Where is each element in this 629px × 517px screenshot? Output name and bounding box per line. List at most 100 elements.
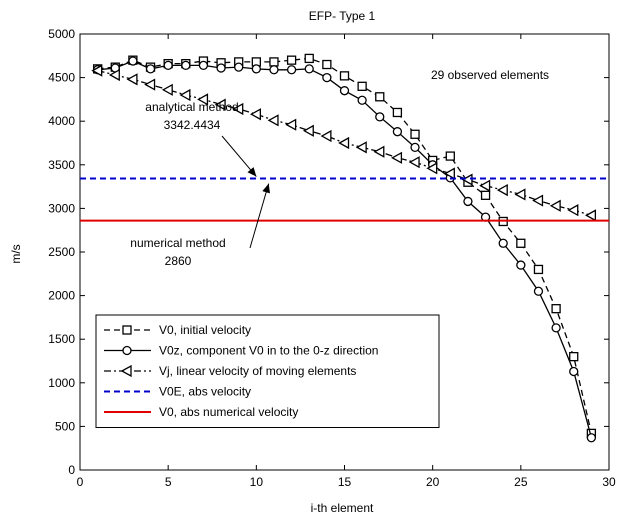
- data-point: [498, 238, 508, 248]
- data-point: [357, 95, 367, 105]
- data-point: [586, 433, 597, 443]
- numerical-method-value: 2860: [165, 254, 192, 268]
- y-tick-label: 4500: [48, 71, 75, 85]
- data-point: [408, 156, 420, 169]
- data-point: [339, 86, 350, 96]
- data-point: [569, 366, 579, 377]
- series-2: [91, 64, 597, 222]
- legend: V0, initial velocity V0z, component V0 in…: [95, 314, 440, 428]
- legend-label: V0, initial velocity: [159, 323, 251, 337]
- data-point: [285, 118, 297, 131]
- chart-title: EFP- Type 1: [309, 9, 376, 23]
- data-point: [516, 260, 526, 270]
- x-tick-label: 20: [426, 475, 440, 489]
- data-point: [163, 60, 173, 71]
- data-point: [108, 68, 120, 82]
- legend-label: V0E, abs velocity: [159, 385, 251, 399]
- y-tick-label: 1000: [48, 376, 75, 390]
- data-point: [320, 129, 332, 143]
- data-point: [567, 204, 579, 217]
- data-point: [392, 127, 403, 137]
- data-point: [286, 65, 297, 75]
- y-axis-label: m/s: [9, 244, 23, 263]
- legend-label: Vj, linear velocity of moving elements: [159, 364, 356, 378]
- analytical-arrow: [221, 135, 257, 177]
- series-layer: [80, 53, 609, 443]
- data-point: [357, 81, 367, 91]
- data-point: [198, 60, 209, 71]
- y-tick-label: 2500: [48, 245, 75, 259]
- data-point: [128, 56, 138, 66]
- legend-item: V0E, abs velocity: [104, 385, 251, 399]
- x-tick-label: 10: [250, 475, 264, 489]
- data-point: [179, 88, 191, 102]
- y-tick-label: 0: [68, 463, 75, 477]
- data-point: [232, 102, 244, 116]
- data-point: [533, 264, 544, 275]
- data-point: [410, 142, 420, 153]
- x-tick-label: 30: [602, 475, 616, 489]
- data-point: [269, 57, 279, 67]
- arrow-head: [247, 167, 257, 177]
- observed-elements-annotation: 29 observed elements: [431, 68, 549, 82]
- y-tick-label: 3000: [48, 201, 75, 215]
- data-point: [126, 73, 138, 86]
- data-point: [216, 63, 226, 73]
- legend-marker: [122, 325, 132, 335]
- annotations: 29 observed elements analytical method 3…: [130, 68, 549, 268]
- data-point: [375, 112, 385, 122]
- data-point: [585, 209, 597, 222]
- data-point: [461, 173, 473, 186]
- x-tick-label: 5: [165, 475, 172, 489]
- data-point: [392, 107, 403, 118]
- data-point: [181, 60, 191, 71]
- data-point: [251, 64, 261, 74]
- data-point: [496, 183, 508, 197]
- y-tick-label: 3500: [48, 158, 75, 172]
- data-point: [410, 129, 420, 139]
- analytical-method-label: analytical method: [145, 100, 238, 114]
- legend-label: V0, abs numerical velocity: [159, 405, 298, 419]
- data-point: [533, 286, 544, 296]
- x-tick-label: 0: [77, 475, 84, 489]
- x-axis-label: i-th element: [311, 501, 374, 515]
- data-point: [145, 64, 156, 74]
- arrow-shaft: [249, 183, 270, 249]
- data-point: [269, 65, 279, 75]
- numerical-arrow: [249, 183, 271, 249]
- legend-item: Vj, linear velocity of moving elements: [104, 364, 356, 378]
- legend-item: V0, abs numerical velocity: [104, 405, 298, 419]
- legend-marker: [120, 364, 132, 378]
- data-point: [463, 196, 473, 207]
- data-point: [234, 62, 244, 72]
- legend-item: V0z, component V0 in to the 0-z directio…: [104, 344, 378, 358]
- data-point: [445, 151, 455, 161]
- analytical-method-value: 3342.4434: [164, 118, 221, 132]
- x-tick-label: 25: [514, 475, 528, 489]
- y-tick-label: 5000: [48, 27, 75, 41]
- data-point: [144, 78, 156, 91]
- legend-marker: [122, 345, 132, 356]
- data-point: [322, 59, 332, 70]
- data-point: [551, 304, 561, 314]
- data-point: [443, 167, 455, 180]
- data-point: [569, 351, 579, 362]
- data-point: [214, 98, 226, 111]
- y-tick-label: 500: [55, 419, 75, 433]
- data-point: [514, 188, 526, 201]
- data-point: [373, 145, 385, 158]
- data-point: [322, 72, 332, 83]
- data-point: [249, 108, 261, 121]
- data-point: [479, 179, 491, 192]
- numerical-method-label: numerical method: [130, 236, 225, 250]
- data-point: [532, 194, 544, 207]
- legend-item: V0, initial velocity: [104, 323, 251, 337]
- data-point: [302, 124, 314, 137]
- data-point: [267, 114, 279, 127]
- data-point: [91, 64, 103, 77]
- data-point: [304, 64, 314, 74]
- data-point: [551, 323, 561, 333]
- legend-box: [95, 314, 440, 428]
